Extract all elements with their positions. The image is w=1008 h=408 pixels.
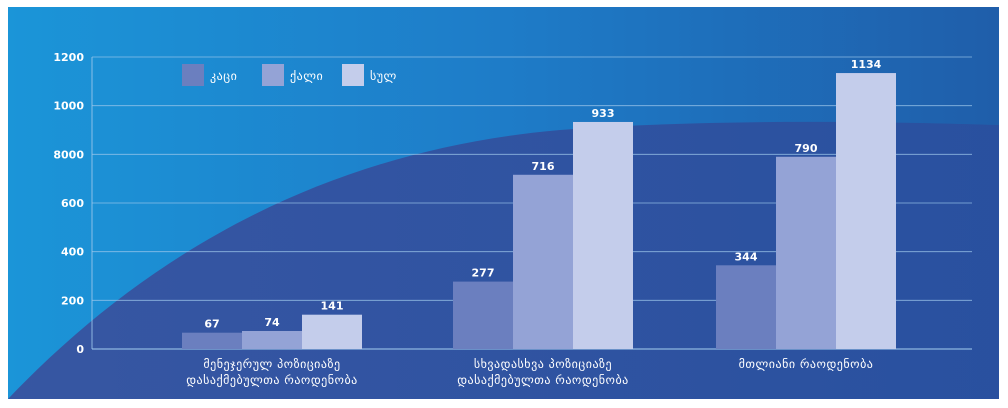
- data-label: 716: [532, 160, 555, 173]
- legend-label: სულ: [370, 69, 397, 83]
- data-label: 344: [735, 250, 758, 263]
- x-category-label: მენეჯერულ პოზიციაზე: [203, 357, 340, 371]
- bar: [836, 73, 896, 349]
- x-category-label: დასაქმებულთა რაოდენობა: [186, 373, 358, 387]
- legend-swatch: [262, 64, 284, 86]
- y-tick-label: 1200: [53, 51, 84, 64]
- bar: [716, 265, 776, 349]
- bar: [573, 121, 633, 349]
- labels-layer: 0 200 400 600 8000 1000 1200 67 277 344 74 716 790 14…: [53, 51, 881, 387]
- bar: [776, 156, 836, 349]
- legend-label: კაცი: [210, 69, 237, 83]
- bar: [242, 330, 302, 349]
- y-tick-label: 400: [61, 246, 84, 259]
- bar: [182, 332, 242, 349]
- bar: [302, 314, 362, 349]
- y-tick-label: 1000: [53, 100, 84, 113]
- data-label: 933: [592, 107, 615, 120]
- y-tick-label: 200: [61, 294, 84, 307]
- x-category-label: სხვადასხვა პოზიციაზე: [474, 357, 612, 371]
- bar: [453, 281, 513, 349]
- x-category-label: მთლიანი რაოდენობა: [739, 357, 874, 371]
- bar: [513, 174, 573, 349]
- y-tick-label: 0: [76, 343, 84, 356]
- data-label: 67: [204, 318, 219, 331]
- data-label: 74: [264, 316, 280, 329]
- data-label: 790: [795, 142, 818, 155]
- y-tick-label: 600: [61, 197, 84, 210]
- data-label: 1134: [851, 58, 882, 71]
- legend-swatch: [342, 64, 364, 86]
- x-category-label: დასაქმებულთა რაოდენობა: [457, 373, 629, 387]
- legend-label: ქალი: [290, 69, 323, 83]
- data-label: 277: [472, 267, 495, 280]
- legend: კაცი ქალი სულ: [182, 64, 397, 86]
- y-tick-label: 8000: [53, 148, 84, 161]
- data-label: 141: [321, 300, 344, 313]
- bars-layer: [182, 73, 896, 349]
- legend-swatch: [182, 64, 204, 86]
